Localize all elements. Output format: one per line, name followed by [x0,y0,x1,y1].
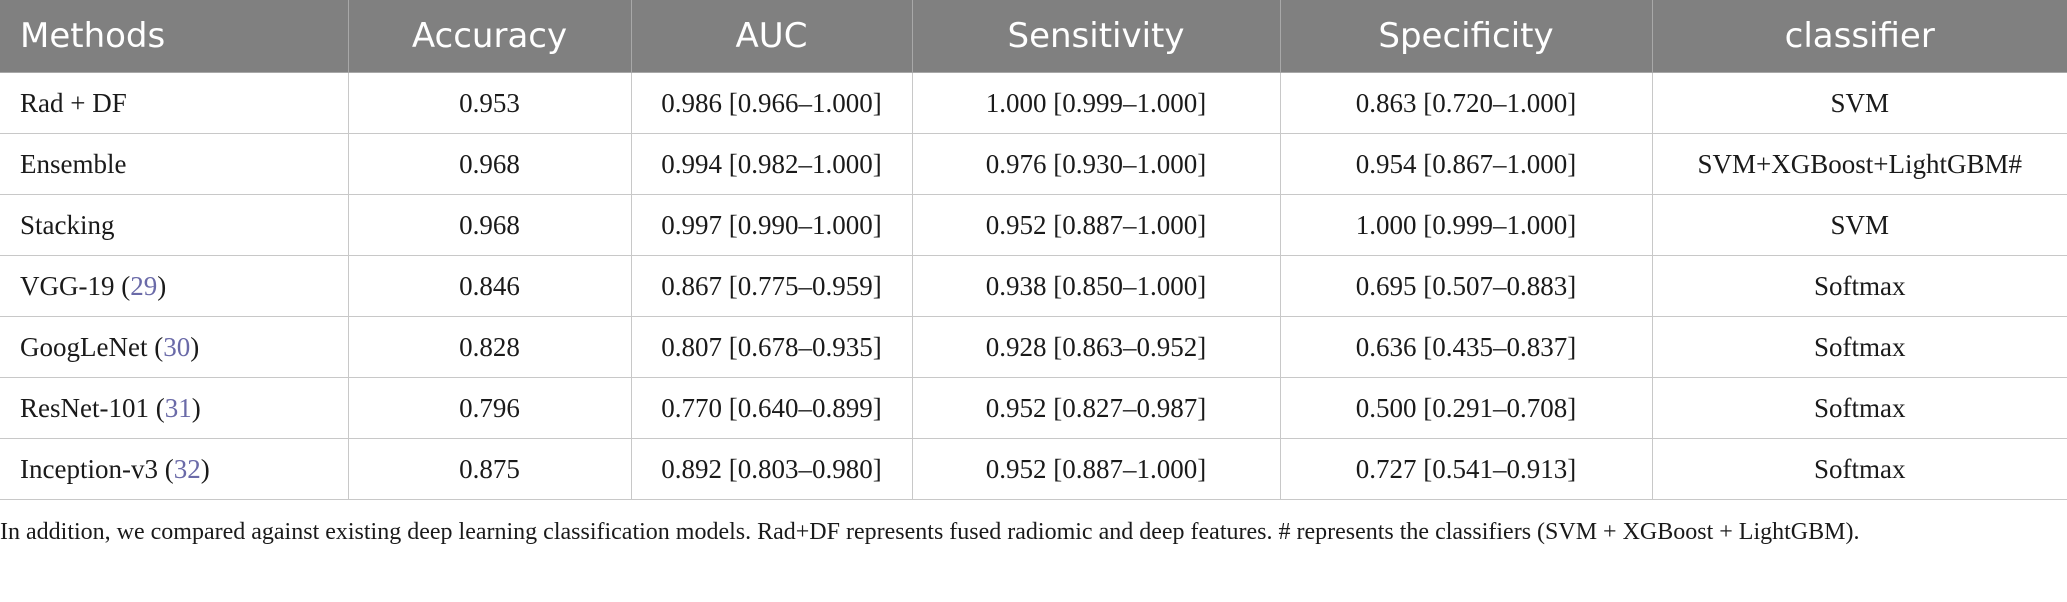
specificity-cell: 0.695 [0.507–0.883] [1279,255,1652,317]
auc-cell: 0.770 [0.640–0.899] [630,377,912,439]
header-methods: Methods [0,0,348,73]
method-name: GoogLeNet [20,331,148,362]
method-name: ResNet-101 [20,392,149,423]
sensitivity-cell: 0.952 [0.887–1.000] [911,194,1280,256]
reference-link[interactable]: 32 [173,453,201,484]
classifier-cell: Softmax [1651,377,2067,439]
table-header-row: Methods Accuracy AUC Sensitivity Specifi… [0,0,2067,73]
table-row: Rad + DF 0.953 0.986 [0.966–1.000] 1.000… [0,72,2067,134]
specificity-cell: 0.500 [0.291–0.708] [1279,377,1652,439]
table-footnote: In addition, we compared against existin… [0,519,1860,545]
auc-cell: 0.892 [0.803–0.980] [630,438,912,500]
accuracy-cell: 0.968 [347,133,631,195]
sensitivity-cell: 0.976 [0.930–1.000] [911,133,1280,195]
accuracy-cell: 0.953 [347,72,631,134]
header-classifier: classifier [1651,0,2067,73]
auc-cell: 0.867 [0.775–0.959] [630,255,912,317]
method-cell: VGG-19 (29) [0,255,348,317]
accuracy-cell: 0.846 [347,255,631,317]
method-cell: GoogLeNet (30) [0,316,348,378]
method-cell: Rad + DF [0,72,348,134]
specificity-cell: 0.863 [0.720–1.000] [1279,72,1652,134]
accuracy-cell: 0.828 [347,316,631,378]
header-auc: AUC [630,0,912,73]
specificity-cell: 1.000 [0.999–1.000] [1279,194,1652,256]
header-accuracy: Accuracy [347,0,631,73]
auc-cell: 0.997 [0.990–1.000] [630,194,912,256]
accuracy-cell: 0.796 [347,377,631,439]
method-name: Rad + DF [20,87,127,118]
results-table: Methods Accuracy AUC Sensitivity Specifi… [0,0,2067,500]
method-cell: ResNet-101 (31) [0,377,348,439]
method-name: Inception-v3 [20,453,158,484]
header-specificity: Specificity [1279,0,1652,73]
method-name: Ensemble [20,148,127,179]
specificity-cell: 0.954 [0.867–1.000] [1279,133,1652,195]
classifier-cell: Softmax [1651,255,2067,317]
table-row: VGG-19 (29) 0.846 0.867 [0.775–0.959] 0.… [0,255,2067,317]
sensitivity-cell: 0.952 [0.827–0.987] [911,377,1280,439]
classifier-cell: SVM [1651,194,2067,256]
reference-link[interactable]: 31 [164,392,192,423]
method-cell: Inception-v3 (32) [0,438,348,500]
reference-link[interactable]: 29 [130,270,158,301]
table-row: Stacking 0.968 0.997 [0.990–1.000] 0.952… [0,194,2067,256]
auc-cell: 0.986 [0.966–1.000] [630,72,912,134]
header-sensitivity: Sensitivity [911,0,1280,73]
table-row: ResNet-101 (31) 0.796 0.770 [0.640–0.899… [0,377,2067,439]
accuracy-cell: 0.875 [347,438,631,500]
table-row: GoogLeNet (30) 0.828 0.807 [0.678–0.935]… [0,316,2067,378]
sensitivity-cell: 1.000 [0.999–1.000] [911,72,1280,134]
classifier-cell: SVM [1651,72,2067,134]
table-row: Inception-v3 (32) 0.875 0.892 [0.803–0.9… [0,438,2067,500]
method-name: VGG-19 [20,270,115,301]
reference-link[interactable]: 30 [163,331,191,362]
method-cell: Stacking [0,194,348,256]
classifier-cell: Softmax [1651,316,2067,378]
sensitivity-cell: 0.952 [0.887–1.000] [911,438,1280,500]
results-table-container: Methods Accuracy AUC Sensitivity Specifi… [0,0,2067,500]
auc-cell: 0.807 [0.678–0.935] [630,316,912,378]
classifier-cell: SVM+XGBoost+LightGBM# [1651,133,2067,195]
accuracy-cell: 0.968 [347,194,631,256]
sensitivity-cell: 0.938 [0.850–1.000] [911,255,1280,317]
sensitivity-cell: 0.928 [0.863–0.952] [911,316,1280,378]
specificity-cell: 0.727 [0.541–0.913] [1279,438,1652,500]
specificity-cell: 0.636 [0.435–0.837] [1279,316,1652,378]
method-cell: Ensemble [0,133,348,195]
method-name: Stacking [20,209,115,240]
table-row: Ensemble 0.968 0.994 [0.982–1.000] 0.976… [0,133,2067,195]
auc-cell: 0.994 [0.982–1.000] [630,133,912,195]
classifier-cell: Softmax [1651,438,2067,500]
